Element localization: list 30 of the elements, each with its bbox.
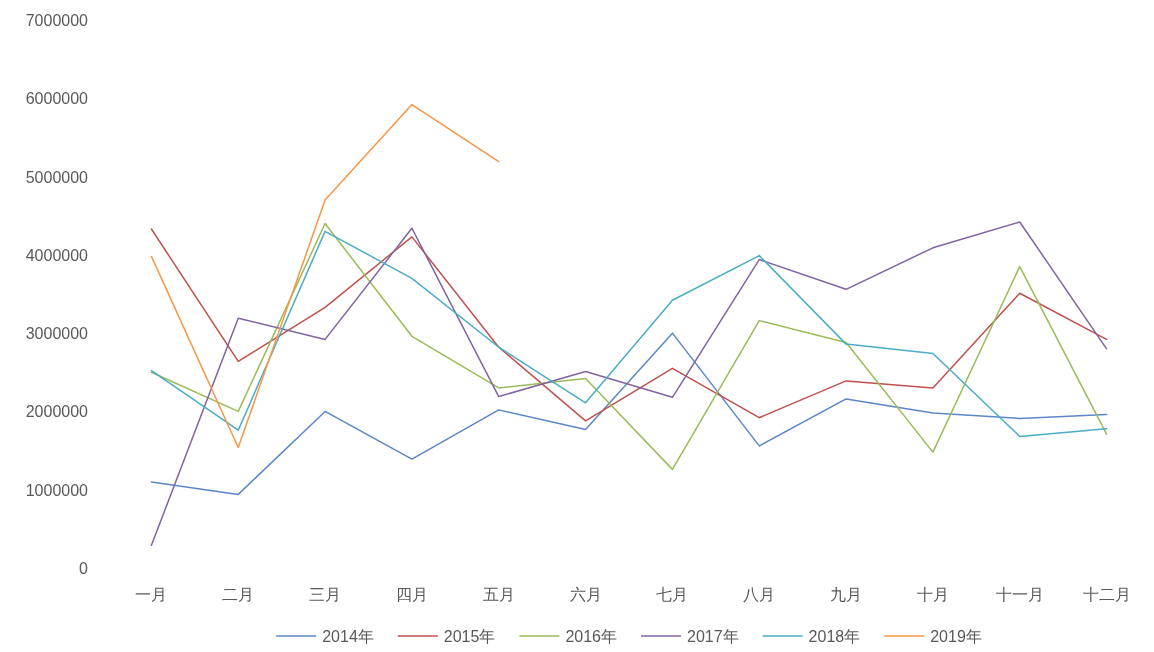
- y-tick-label: 6000000: [25, 90, 89, 108]
- x-tick-label: 五月: [482, 586, 515, 603]
- legend-label: 2015年: [443, 628, 496, 645]
- x-tick-label: 一月: [135, 586, 168, 603]
- line-series: [150, 103, 500, 449]
- x-tick-label: 四月: [395, 586, 428, 603]
- legend-label: 2016年: [565, 628, 617, 645]
- y-tick-label: 3000000: [25, 325, 89, 343]
- legend-label: 2014年: [322, 628, 374, 645]
- line-series: [150, 221, 1108, 547]
- x-tick-label: 八月: [743, 586, 776, 603]
- x-tick-label: 三月: [309, 586, 342, 603]
- x-tick-label: 六月: [569, 586, 602, 603]
- y-tick-label: 2000000: [25, 403, 89, 421]
- x-tick-label: 九月: [830, 586, 863, 603]
- legend-label: 2019年: [930, 628, 982, 645]
- x-tick-label: 七月: [656, 586, 689, 603]
- x-tick-label: 十月: [916, 586, 949, 603]
- legend-label: 2017年: [687, 628, 739, 645]
- x-tick-label: 二月: [222, 586, 255, 603]
- y-tick-label: 5000000: [25, 168, 89, 186]
- x-tick-label: 十二月: [1082, 586, 1131, 603]
- line-series: [150, 222, 1108, 471]
- line-series: [150, 332, 1108, 496]
- legend-label: 2018年: [808, 628, 861, 645]
- x-tick-label: 十一月: [995, 586, 1044, 603]
- y-tick-label: 7000000: [25, 12, 89, 29]
- y-tick-label: 0: [79, 560, 89, 577]
- y-tick-label: 4000000: [25, 246, 89, 264]
- y-tick-label: 1000000: [25, 481, 89, 499]
